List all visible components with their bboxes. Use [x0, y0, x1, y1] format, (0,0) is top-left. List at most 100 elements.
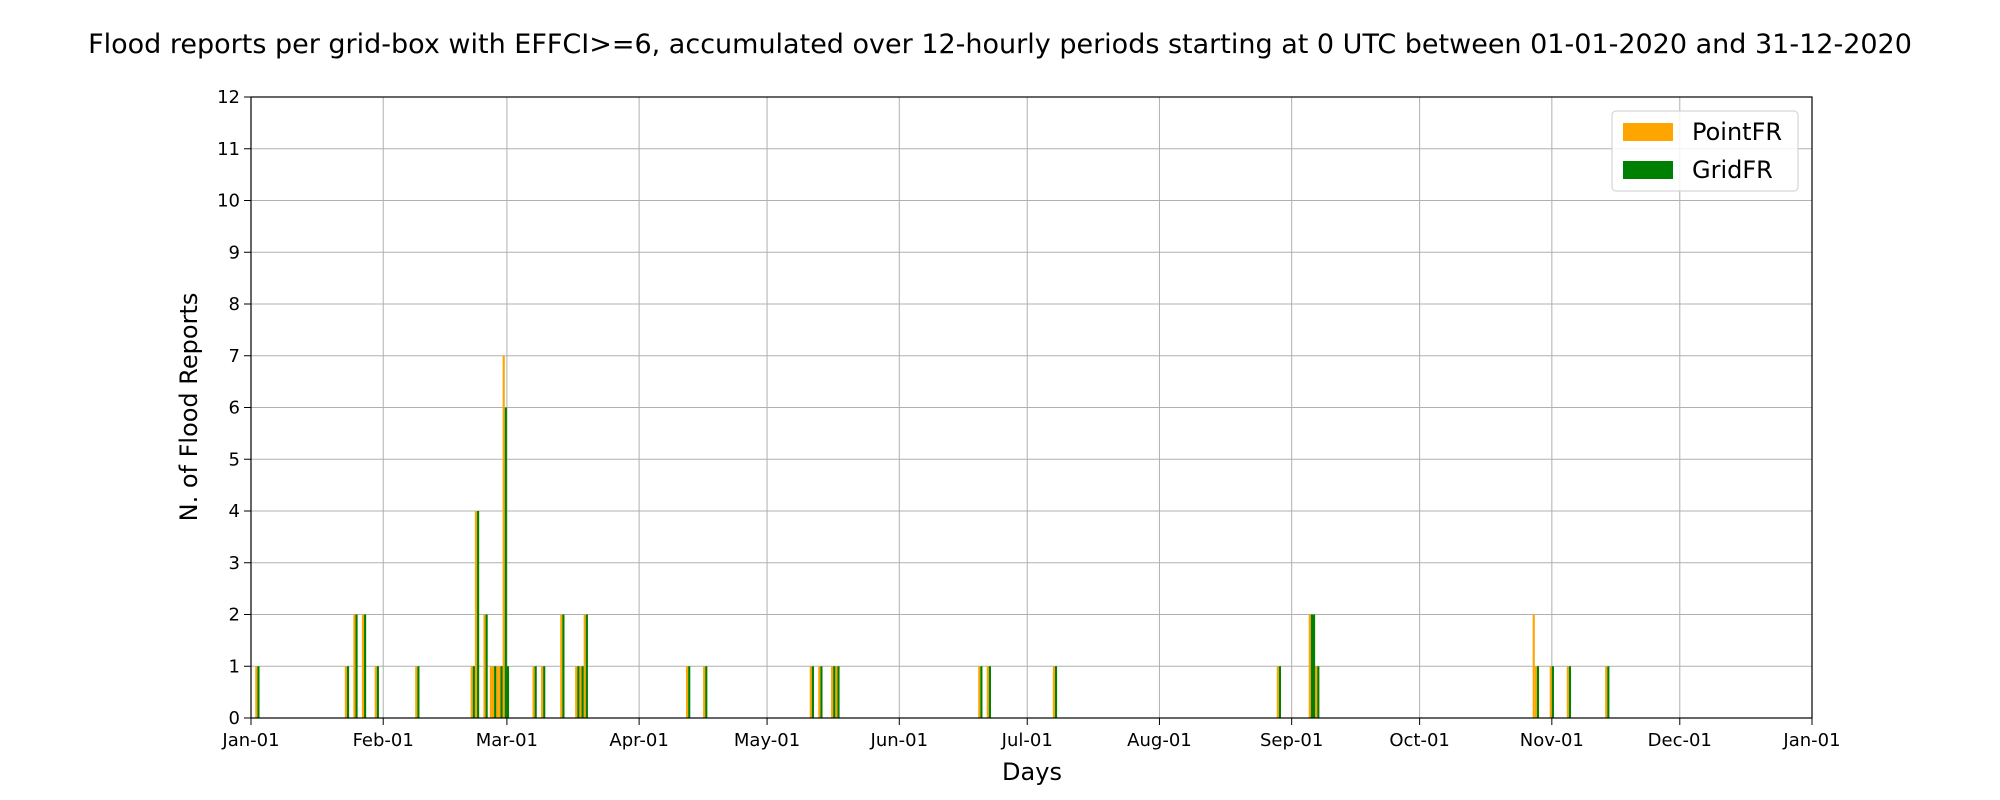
- gridfr-bar: [494, 666, 497, 718]
- gridfr-bar: [980, 666, 983, 718]
- pointfr-bar: [483, 614, 486, 718]
- y-tick-label: 7: [229, 346, 240, 367]
- pointfr-bar: [541, 666, 544, 718]
- y-tick-label: 8: [229, 294, 240, 315]
- pointfr-bar: [579, 666, 582, 718]
- pointfr-bar: [1052, 666, 1055, 718]
- x-tick-label: Aug-01: [1127, 730, 1192, 751]
- y-tick-label: 4: [229, 501, 240, 522]
- gridfr-bar: [364, 614, 367, 718]
- y-axis-label: N. of Flood Reports: [175, 293, 203, 522]
- gridfr-bar: [811, 666, 814, 718]
- pointfr-bar: [344, 666, 347, 718]
- x-axis-label: Days: [1002, 758, 1062, 786]
- pointfr-bar: [835, 666, 838, 718]
- pointfr-bar: [474, 511, 478, 718]
- gridfr-bar: [1310, 614, 1313, 718]
- pointfr-bar: [1315, 666, 1318, 718]
- x-tick-label: Apr-01: [609, 730, 668, 751]
- pointfr-bar: [1532, 614, 1535, 718]
- gridfr-bar: [837, 666, 840, 718]
- x-tick-label: Oct-01: [1389, 730, 1450, 751]
- gridfr-bar: [585, 614, 588, 718]
- x-tick-label: Nov-01: [1520, 730, 1584, 751]
- gridfr-bar: [500, 666, 503, 718]
- gridfr-bar: [376, 666, 379, 718]
- pointfr-bar: [703, 666, 706, 718]
- x-tick-label: Jul-01: [1001, 730, 1053, 751]
- pointfr-bar: [353, 614, 356, 718]
- gridfr-bar: [1054, 666, 1058, 718]
- x-tick-label: Dec-01: [1648, 730, 1712, 751]
- gridfr-bar: [562, 614, 565, 718]
- pointfr-bar: [498, 666, 501, 718]
- x-tick-label: Jun-01: [870, 730, 929, 751]
- y-tick-label: 5: [229, 449, 240, 470]
- gridfr-bar: [688, 666, 691, 718]
- x-tick-label: Feb-01: [353, 730, 414, 751]
- y-tick-label: 1: [229, 656, 240, 677]
- x-axis-ticks: Jan-01 Feb-01 Mar-01 Apr-01 May-01 Jun-01 Jul-…: [221, 718, 1841, 751]
- gridfr-bar: [257, 666, 260, 718]
- x-tick-label: Mar-01: [476, 730, 538, 751]
- y-tick-label: 10: [217, 191, 240, 212]
- gridfr-bar: [705, 666, 708, 718]
- y-tick-label: 3: [229, 553, 240, 574]
- pointfr-bar: [1308, 614, 1311, 718]
- y-tick-label: 11: [217, 139, 240, 160]
- gridfr-bar: [1278, 666, 1282, 718]
- gridfr-bar: [1312, 614, 1316, 718]
- y-tick-label: 2: [229, 605, 240, 626]
- y-tick-label: 12: [217, 87, 240, 108]
- x-tick-label: May-01: [734, 730, 800, 751]
- legend-swatch-pointfr: [1623, 123, 1673, 141]
- pointfr-bar: [255, 666, 258, 718]
- gridfr-bar: [477, 511, 480, 718]
- y-tick-label: 6: [229, 398, 240, 419]
- pointfr-bar: [532, 666, 535, 718]
- gridfr-bar: [1551, 666, 1554, 718]
- pointfr-bar: [978, 666, 981, 718]
- gridfr-bar: [581, 666, 584, 718]
- pointfr-bar: [575, 666, 578, 718]
- pointfr-bar: [491, 666, 495, 718]
- gridfr-bar: [504, 407, 507, 718]
- gridfr-bar: [346, 666, 350, 718]
- pointfr-bar: [1534, 666, 1537, 718]
- x-tick-label: Jan-01: [1782, 730, 1840, 751]
- gridfr-bar: [1568, 666, 1572, 718]
- pointfr-bar: [489, 666, 492, 718]
- y-tick-label: 9: [229, 242, 240, 263]
- chart-title: Flood reports per grid-box with EFFCI>=6…: [88, 29, 1912, 60]
- gridfr-bar: [534, 666, 537, 718]
- legend-label-gridfr: GridFR: [1692, 156, 1773, 184]
- y-tick-label: 0: [229, 708, 240, 729]
- pointfr-bar: [1549, 666, 1552, 718]
- pointfr-bar: [1566, 666, 1569, 718]
- gridfr-bar: [1536, 666, 1540, 718]
- gridfr-bar: [1607, 666, 1610, 718]
- pointfr-bar: [686, 666, 689, 718]
- pointfr-bar: [818, 666, 821, 718]
- bars-layer: [255, 355, 1610, 718]
- gridfr-bar: [417, 666, 420, 718]
- pointfr-bar: [361, 614, 365, 718]
- legend-swatch-gridfr: [1623, 161, 1673, 179]
- gridfr-bar: [472, 666, 475, 718]
- legend: PointFR GridFR: [1611, 110, 1799, 192]
- pointfr-bar: [809, 666, 812, 718]
- pointfr-bar: [831, 666, 834, 718]
- x-tick-label: Sep-01: [1260, 730, 1323, 751]
- gridfr-bar: [485, 614, 488, 718]
- gridfr-bar: [355, 614, 358, 718]
- pointfr-bar: [583, 614, 586, 718]
- pointfr-bar: [374, 666, 377, 718]
- legend-label-pointfr: PointFR: [1692, 118, 1782, 146]
- gridfr-bar: [833, 666, 836, 718]
- pointfr-bar: [560, 614, 563, 718]
- gridfr-bar: [543, 666, 546, 718]
- pointfr-bar: [986, 666, 989, 718]
- pointfr-bar: [496, 666, 499, 718]
- gridfr-bar: [1317, 666, 1320, 718]
